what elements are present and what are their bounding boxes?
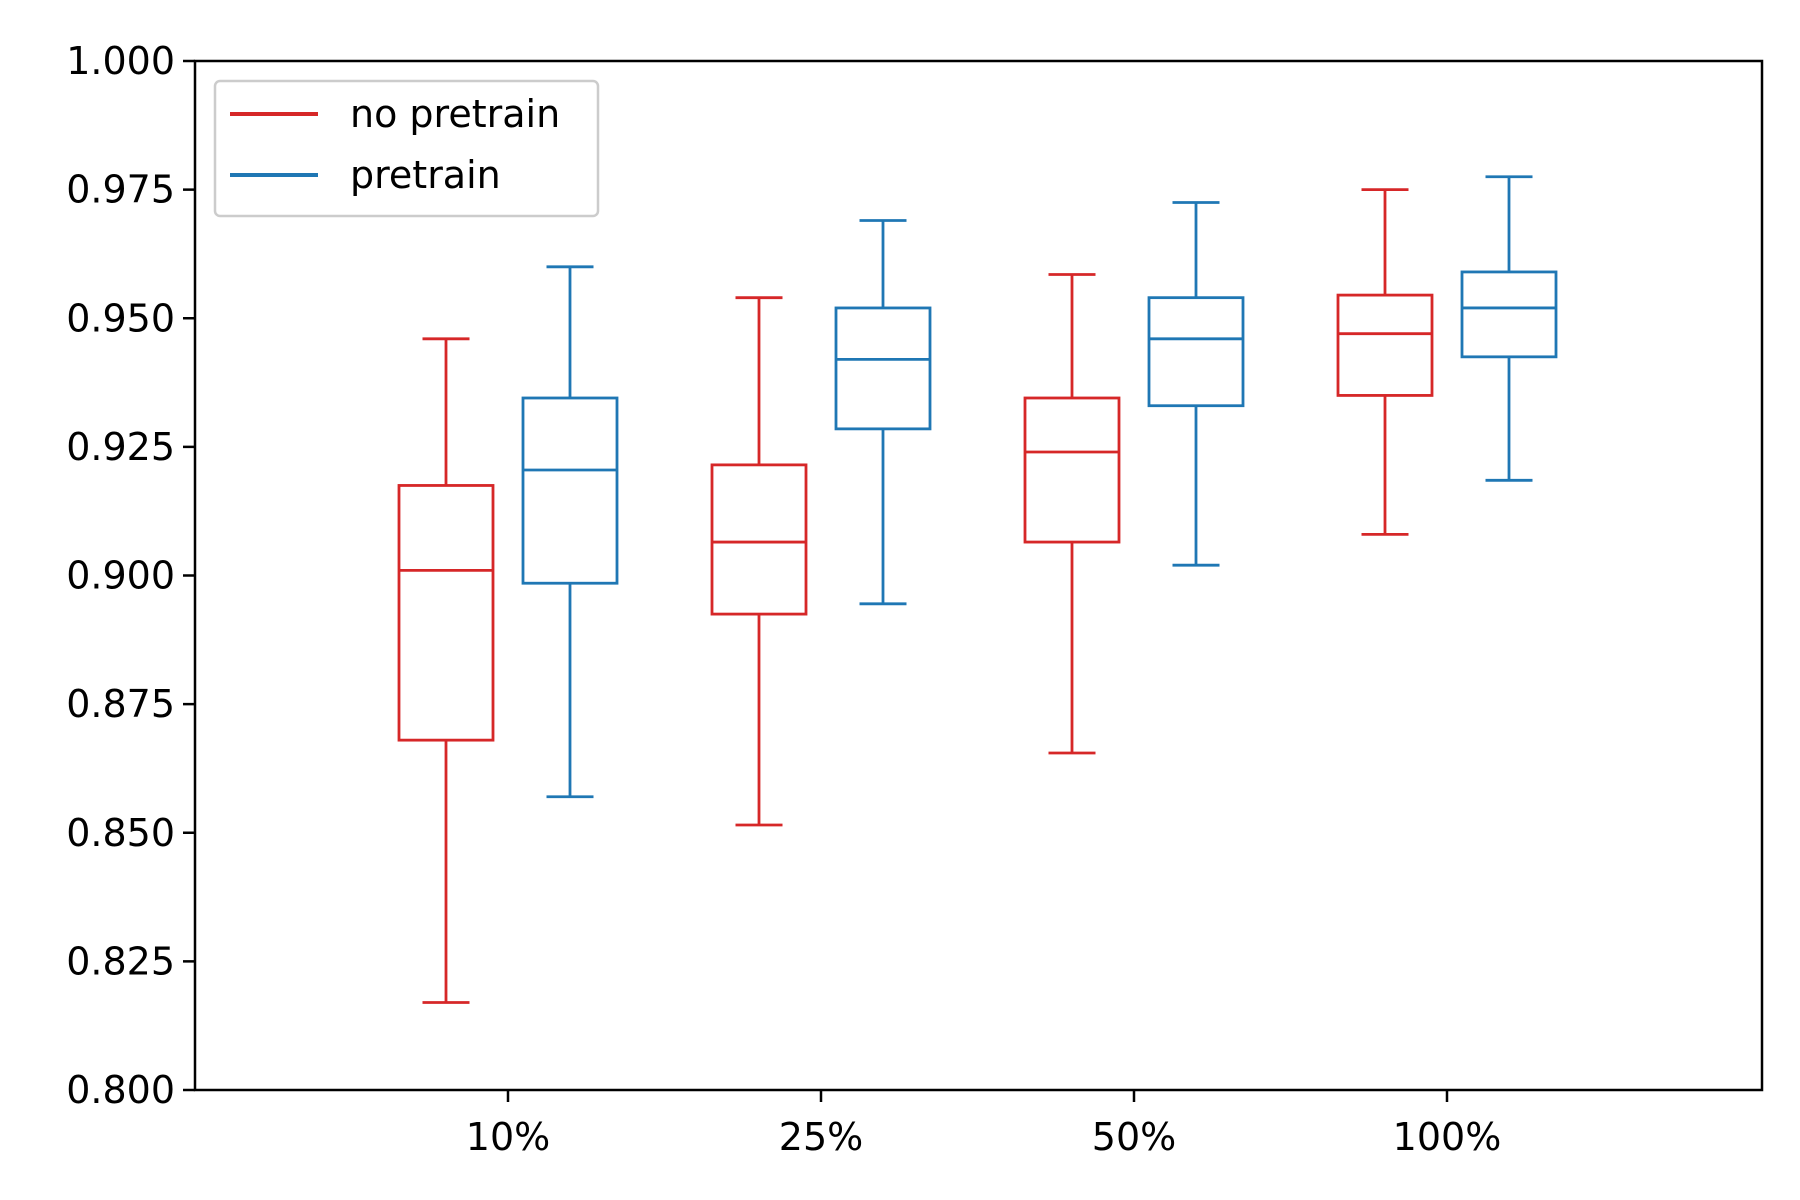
box-pretrain-50pct xyxy=(1147,201,1245,567)
y-tick-label: 0.975 xyxy=(66,168,175,212)
box-no-pretrain-25pct xyxy=(710,296,808,827)
y-tick-label: 0.825 xyxy=(66,939,175,983)
iqr-box xyxy=(1023,396,1121,544)
iqr-box xyxy=(1460,270,1558,359)
iqr-box xyxy=(1336,293,1434,397)
y-tick-label: 0.875 xyxy=(66,682,175,726)
iqr-box xyxy=(1147,296,1245,408)
iqr-box xyxy=(397,484,495,742)
y-tick-label: 0.900 xyxy=(66,554,175,598)
legend-label: no pretrain xyxy=(350,92,560,136)
iqr-box xyxy=(710,463,808,616)
legend-label: pretrain xyxy=(350,153,501,197)
x-tick-label: 25% xyxy=(779,1115,863,1159)
plot-marks xyxy=(397,175,1558,1004)
y-axis: 0.800 0.825 0.850 0.875 0.900 0.925 0.950 0.975… xyxy=(66,39,195,1112)
box-no-pretrain-50pct xyxy=(1023,273,1121,755)
box-no-pretrain-10pct xyxy=(397,337,495,1004)
x-tick-label: 50% xyxy=(1092,1115,1176,1159)
box-pretrain-100pct xyxy=(1460,175,1558,482)
y-tick-label: 0.950 xyxy=(66,296,175,340)
legend: no pretrain pretrain xyxy=(213,79,600,218)
y-tick-label: 1.000 xyxy=(66,39,175,83)
y-tick-label: 0.800 xyxy=(66,1068,175,1112)
y-tick-label: 0.925 xyxy=(66,425,175,469)
x-tick-label: 10% xyxy=(466,1115,550,1159)
x-tick-label: 100% xyxy=(1393,1115,1502,1159)
box-no-pretrain-100pct xyxy=(1336,188,1434,536)
x-axis: 10% 25% 50% 100% xyxy=(466,1090,1502,1159)
y-tick-label: 0.850 xyxy=(66,811,175,855)
iqr-box xyxy=(834,306,932,431)
box-pretrain-10pct xyxy=(521,265,619,799)
iqr-box xyxy=(521,396,619,585)
box-pretrain-25pct xyxy=(834,219,932,606)
